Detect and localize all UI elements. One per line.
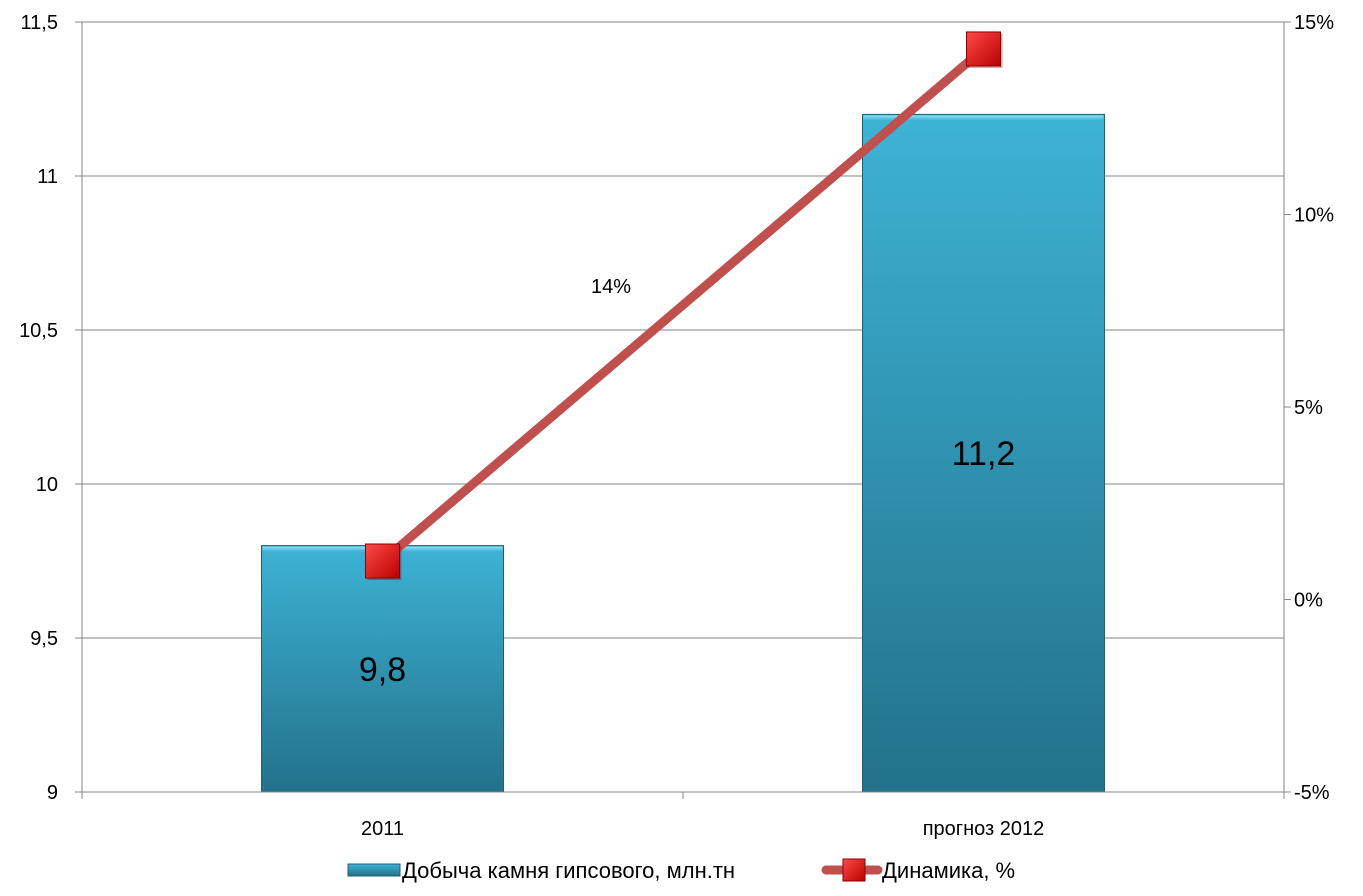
x-tick-label: прогноз 2012 [923, 818, 1045, 840]
legend-label-bar: Добыча камня гипсового, млн.тн [402, 858, 735, 883]
legend-label-line: Динамика, % [882, 858, 1015, 883]
legend: Добыча камня гипсового, млн.тн Динамика, … [347, 858, 1015, 883]
y-left-tick-label: 9 [47, 782, 58, 804]
line-series [365, 31, 1003, 580]
bar-highlight [863, 115, 1104, 121]
bar [862, 113, 1105, 793]
x-tick-label: 2011 [361, 818, 404, 840]
legend-key-marker [842, 858, 866, 882]
y-left-tick-label: 9,5 [30, 628, 58, 650]
legend-key-bar [347, 863, 401, 877]
y-right-tick-label: 0% [1294, 590, 1323, 612]
axes: 9 9,5 10 10,5 11 11,5 -5% 0% 5% 10% 15% 2011 прогноз… [19, 12, 1334, 840]
bar [261, 545, 504, 793]
y-right-tick-label: 10% [1294, 205, 1334, 227]
bar-series [261, 113, 1105, 793]
y-right-tick-label: 5% [1294, 397, 1323, 419]
y-left-tick-label: 10 [36, 474, 58, 496]
y-left-tick-label: 10,5 [19, 320, 58, 342]
y-right-tick-label: 15% [1294, 12, 1334, 34]
y-right-tick-label: -5% [1294, 782, 1330, 804]
bar-data-label: 9,8 [359, 651, 406, 689]
line-marker [365, 543, 400, 579]
line-data-label: 14% [591, 276, 631, 298]
line-marker [966, 31, 1001, 67]
bar-data-label: 11,2 [952, 435, 1016, 473]
y-left-tick-label: 11 [37, 166, 58, 188]
y-left-tick-label: 11,5 [21, 12, 58, 34]
data-labels: 9,8 11,2 14% [359, 276, 1015, 689]
line-series-path [378, 44, 988, 566]
